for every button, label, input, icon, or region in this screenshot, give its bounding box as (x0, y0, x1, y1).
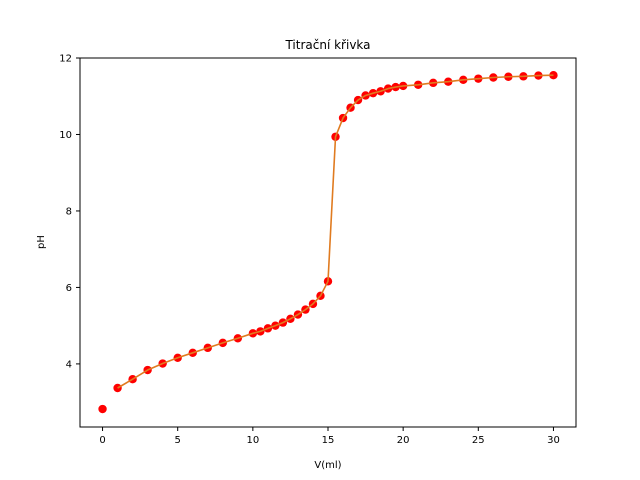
y-tick-label: 12 (59, 54, 72, 65)
x-axis-label: V(ml) (314, 460, 341, 471)
plot-area (98, 71, 558, 414)
chart-title: Titrační křivka (284, 38, 370, 52)
x-tick-label: 0 (99, 435, 105, 446)
x-tick-label: 20 (397, 435, 410, 446)
y-tick-label: 4 (66, 359, 72, 370)
y-tick-label: 8 (66, 206, 72, 217)
x-tick-label: 25 (472, 435, 485, 446)
y-axis-label: pH (36, 235, 47, 249)
data-point (98, 404, 107, 414)
y-tick-label: 6 (66, 283, 72, 294)
x-tick-label: 5 (175, 435, 181, 446)
x-tick-label: 10 (246, 435, 259, 446)
y-tick-label: 10 (59, 130, 72, 141)
series-line (117, 74, 554, 389)
axes: 0 5 10 15 20 25 30 4 6 8 10 12 (59, 54, 577, 446)
x-tick-label: 30 (547, 435, 560, 446)
x-tick-label: 15 (322, 435, 335, 446)
